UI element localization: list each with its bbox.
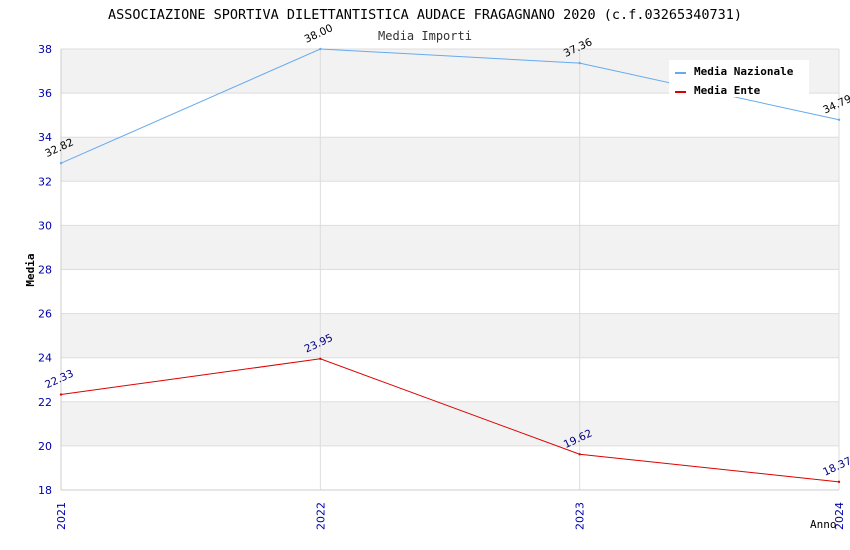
y-tick-label: 32 xyxy=(38,175,52,188)
x-tick-label: 2023 xyxy=(574,502,587,530)
y-tick-label: 24 xyxy=(38,352,52,365)
plot-band xyxy=(61,313,839,358)
data-point xyxy=(578,61,581,65)
legend-box xyxy=(669,60,809,97)
chart-subtitle: Media Importi xyxy=(378,29,472,43)
data-point xyxy=(319,357,322,361)
chart-title: ASSOCIAZIONE SPORTIVA DILETTANTISTICA AU… xyxy=(108,7,742,23)
plot-band xyxy=(61,401,839,446)
data-point xyxy=(319,47,322,51)
plot-band xyxy=(61,445,839,490)
plot-band xyxy=(61,225,839,270)
y-tick-label: 20 xyxy=(38,440,52,453)
series-line-media-ente xyxy=(60,358,840,483)
data-point xyxy=(59,162,63,165)
y-tick-label: 36 xyxy=(38,87,52,100)
y-axis-ticks: 18 20 22 24 26 28 30 32 34 36 38 xyxy=(38,43,52,497)
data-point xyxy=(837,118,841,121)
legend-label-media-nazionale: Media Nazionale xyxy=(694,65,794,78)
y-tick-label: 34 xyxy=(38,131,52,144)
y-tick-label: 28 xyxy=(38,264,52,277)
y-tick-label: 30 xyxy=(38,219,52,232)
plot-band xyxy=(61,137,839,182)
data-point xyxy=(837,480,841,484)
gridlines xyxy=(60,48,840,491)
x-tick-label: 2024 xyxy=(833,502,846,530)
x-axis-label: Anno xyxy=(810,518,837,531)
data-label: 38.00 xyxy=(303,22,335,46)
y-tick-label: 22 xyxy=(38,396,52,409)
x-axis-ticks: 2021 2022 2023 2024 xyxy=(55,502,846,530)
plot-band xyxy=(61,269,839,314)
data-point xyxy=(59,393,63,396)
y-axis-label: Media xyxy=(24,253,37,286)
x-tick-label: 2021 xyxy=(55,502,68,530)
data-point xyxy=(578,453,581,456)
plot-band xyxy=(61,181,839,226)
plot-band xyxy=(61,357,839,402)
legend-label-media-ente: Media Ente xyxy=(694,84,761,97)
y-tick-label: 26 xyxy=(38,308,52,321)
plot-band xyxy=(61,93,839,138)
y-tick-label: 18 xyxy=(38,484,52,497)
legend: Media Nazionale Media Ente xyxy=(669,60,809,97)
x-tick-label: 2022 xyxy=(314,502,327,530)
y-tick-label: 38 xyxy=(38,43,52,56)
plot-background-bands xyxy=(61,49,839,490)
